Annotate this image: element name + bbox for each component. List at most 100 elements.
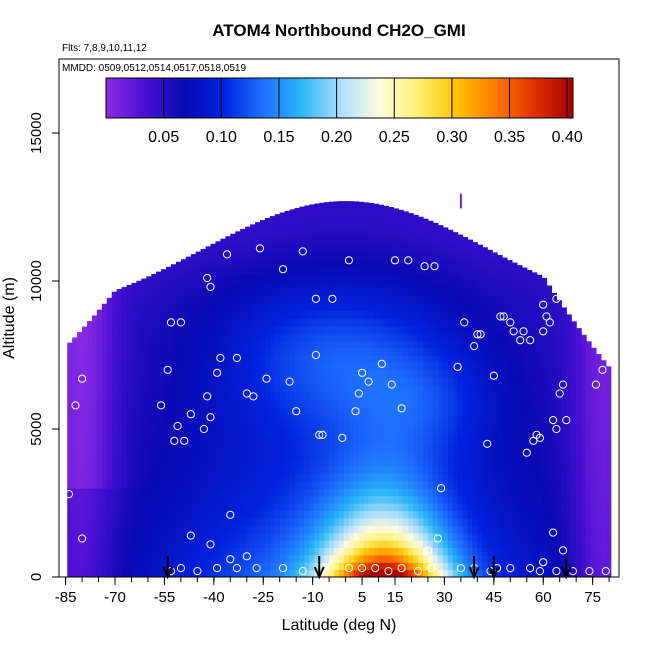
heat-cell — [255, 295, 261, 304]
heat-cell — [171, 547, 177, 556]
heat-cell — [487, 429, 493, 437]
heat-cell — [447, 258, 454, 267]
heat-cell — [294, 421, 301, 430]
heat-cell — [111, 392, 118, 400]
heat-cell — [106, 347, 113, 356]
heat-cell — [166, 488, 172, 497]
sample-point — [226, 510, 235, 519]
heat-cell — [96, 347, 103, 356]
heat-cell — [309, 318, 315, 326]
heat-cell — [452, 532, 459, 541]
heat-cell — [507, 266, 513, 275]
heat-cell — [600, 562, 607, 571]
heat-cell — [324, 332, 330, 341]
heat-cell — [393, 525, 399, 534]
heat-cell — [264, 266, 271, 275]
heat-cell — [358, 451, 365, 460]
heat-cell — [492, 503, 498, 511]
heat-cell — [591, 495, 597, 504]
heat-cell — [591, 547, 597, 556]
heat-cell — [259, 488, 266, 497]
heat-cell — [250, 562, 256, 571]
heat-cell — [334, 495, 340, 504]
heat-cell — [240, 429, 246, 437]
heat-cell — [235, 369, 241, 378]
heat-cell — [151, 436, 157, 445]
heat-cell — [309, 517, 315, 526]
heat-cell — [190, 562, 197, 571]
heat-cell — [314, 251, 320, 260]
heat-cell — [245, 480, 251, 489]
heat-cell — [576, 569, 582, 577]
heat-cell — [368, 540, 375, 548]
heat-cell — [126, 384, 133, 393]
heat-cell — [363, 480, 370, 489]
heat-cell — [373, 266, 380, 275]
heat-cell — [462, 532, 469, 541]
heat-cell — [427, 421, 434, 430]
heat-cell — [442, 355, 449, 363]
sample-point — [292, 407, 301, 416]
heat-cell — [284, 562, 291, 571]
heat-cell — [304, 569, 310, 577]
heat-cell — [437, 369, 444, 378]
heat-cell — [507, 554, 513, 563]
heat-cell — [111, 473, 118, 482]
heat-cell — [472, 451, 478, 460]
heat-cell — [77, 547, 83, 556]
heat-cell — [161, 269, 167, 275]
heat-cell — [304, 547, 310, 556]
heat-cell — [561, 540, 567, 548]
heat-cell — [329, 221, 335, 230]
heat-cell — [339, 244, 345, 252]
heat-cell — [551, 569, 558, 577]
heat-cell — [87, 495, 93, 504]
heat-cell — [511, 436, 518, 445]
heat-cell — [586, 554, 592, 563]
heat-cell — [541, 488, 548, 497]
heat-cell — [363, 473, 370, 482]
heat-cell — [467, 377, 474, 386]
heat-cell — [536, 369, 543, 378]
heat-cell — [363, 392, 370, 400]
heat-cell — [492, 369, 498, 378]
heat-cell — [166, 473, 172, 482]
heat-cell — [457, 547, 464, 556]
heat-cell — [141, 503, 147, 511]
heat-cell — [408, 540, 414, 548]
sample-point — [588, 279, 597, 289]
heat-cell — [605, 525, 612, 534]
heat-cell — [511, 473, 518, 482]
heat-cell — [551, 503, 558, 511]
heat-cell — [339, 443, 345, 452]
heat-cell — [121, 451, 128, 460]
heat-cell — [91, 510, 98, 519]
heat-cell — [462, 562, 469, 571]
heat-cell — [334, 510, 340, 519]
heat-cell — [166, 295, 172, 304]
heat-cell — [536, 503, 543, 511]
heat-cell — [576, 562, 582, 571]
heat-cell — [195, 554, 202, 563]
heat-cell — [279, 340, 286, 349]
sample-point — [496, 312, 505, 321]
heat-cell — [121, 503, 128, 511]
heat-cell — [250, 436, 256, 445]
heat-cell — [521, 443, 528, 452]
heat-cell — [146, 392, 152, 400]
heat-cell — [220, 525, 226, 534]
heat-cell — [418, 332, 424, 341]
heat-cell — [67, 480, 73, 489]
heat-cell — [383, 473, 390, 482]
heat-cell — [161, 480, 167, 489]
heat-cell — [161, 310, 167, 319]
heat-cell — [215, 443, 222, 452]
heat-cell — [383, 384, 390, 393]
heat-cell — [467, 362, 474, 371]
heat-cell — [205, 525, 212, 534]
heat-cell — [195, 429, 202, 437]
heat-cell — [289, 221, 296, 230]
heat-cell — [111, 429, 118, 437]
heat-cell — [294, 554, 301, 563]
heat-cell — [215, 340, 222, 349]
